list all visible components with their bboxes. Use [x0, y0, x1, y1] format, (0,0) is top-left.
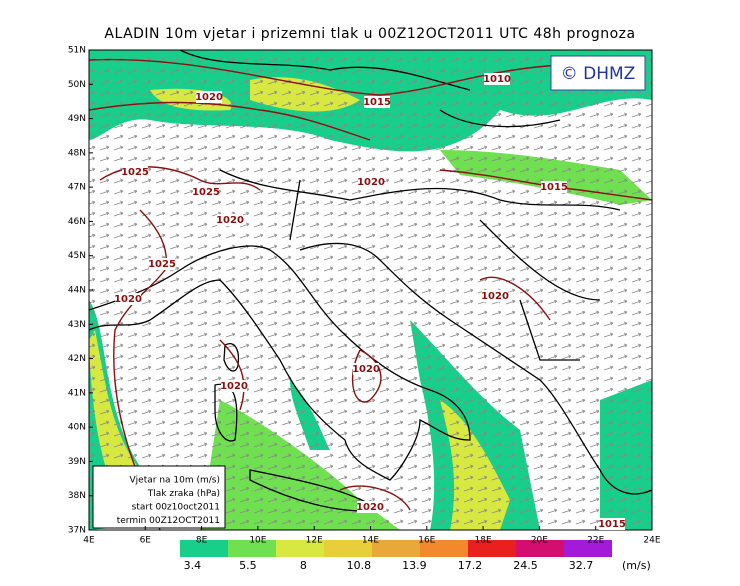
lat-label: 47N: [68, 183, 86, 193]
lon-label: 12E: [306, 536, 323, 546]
isobar-labels: 1010 1015 1020 1020 1015 1025 1025 1020 1025 1020…: [114, 73, 626, 530]
isobar-label-bg: [353, 363, 379, 375]
info-box: [92, 465, 226, 529]
colorbar-swatch: [228, 540, 276, 557]
wind-arrows: [89, 50, 652, 530]
lon-label: 8E: [196, 536, 208, 546]
colorbar-label: 8: [300, 559, 307, 572]
watermark: © DHMZ: [561, 64, 636, 84]
border: [179, 50, 621, 361]
colorbar-label: 13.9: [402, 559, 427, 572]
isobar-label: 1015: [598, 519, 626, 530]
lon-label: 10E: [249, 536, 266, 546]
lat-label: 41N: [68, 388, 86, 398]
colorbar-label: 5.5: [239, 559, 257, 572]
lon-label: 6E: [140, 536, 152, 546]
isobar-label: 1025: [148, 259, 176, 270]
colorbar-label: 24.5: [513, 559, 538, 572]
isobar-label: 1020: [114, 294, 142, 305]
isobar-label-bg: [599, 518, 625, 530]
axis-labels: 51N 50N 49N 48N 47N 46N 45N 44N 43N 42N 41N 40N 39N 3…: [68, 46, 661, 546]
coastline: [89, 245, 471, 481]
isobar-label-bg: [122, 166, 148, 178]
title: ALADIN 10m vjetar i prizemni tlak u 00Z1…: [104, 26, 635, 42]
lon-label: 24E: [643, 536, 660, 546]
lat-label: 42N: [68, 354, 86, 364]
lon-label: 22E: [587, 536, 604, 546]
lat-label: 49N: [68, 114, 86, 124]
lat-label: 48N: [68, 148, 86, 158]
isobar-label-bg: [115, 293, 141, 305]
info-line: start 00z10oct2011: [132, 503, 220, 513]
isobar-label: 1025: [121, 167, 149, 178]
colorbar-swatch: [276, 540, 324, 557]
colorbar-swatch: [468, 540, 516, 557]
info-line: Tlak zraka (hPa): [147, 489, 220, 499]
lat-label: 37N: [68, 526, 86, 536]
lat-label: 51N: [68, 46, 86, 56]
colorbar-label: 17.2: [458, 559, 483, 572]
isobar-label-bg: [149, 258, 175, 270]
isobar-label: 1020: [216, 215, 244, 226]
isobar-label: 1020: [195, 92, 223, 103]
lat-label: 46N: [68, 217, 86, 227]
lat-label: 45N: [68, 251, 86, 261]
info-line: termin 00Z12OCT2011: [117, 516, 220, 526]
info-line: Vjetar na 10m (m/s): [130, 476, 220, 486]
colorbar-swatch: [420, 540, 468, 557]
colorbar-swatch: [324, 540, 372, 557]
colorbar-label: 10.8: [347, 559, 372, 572]
lat-label: 39N: [68, 457, 86, 467]
isobar-label-bg: [482, 290, 508, 302]
colorbar-swatch: [516, 540, 564, 557]
colorbar: 3.4 5.5 8 10.8 13.9 17.2 24.5 32.7 (m/s): [180, 540, 651, 572]
isobar-label: 1020: [481, 291, 509, 302]
isobar-label: 1015: [363, 97, 391, 108]
isobar-label-bg: [193, 186, 219, 198]
isobar-label-bg: [484, 73, 510, 85]
colorbar-swatch: [372, 540, 420, 557]
map-area: [89, 50, 652, 530]
lat-label: 40N: [68, 423, 86, 433]
coastline: [299, 242, 652, 495]
colorbar-label: 32.7: [569, 559, 594, 572]
isobar: [89, 58, 652, 530]
isobar-label: 1020: [352, 364, 380, 375]
isobar-label-bg: [357, 501, 383, 513]
isobar-label-bg: [358, 176, 384, 188]
lon-label: 16E: [418, 536, 435, 546]
colorbar-unit: (m/s): [622, 559, 651, 572]
isobar-label-bg: [541, 181, 567, 193]
colorbar-label: 3.4: [184, 559, 202, 572]
isobar-label: 1020: [356, 502, 384, 513]
info-lines: Vjetar na 10m (m/s) Tlak zraka (hPa) start…: [117, 476, 220, 527]
isobar-label: 1010: [483, 74, 511, 85]
colorbar-swatch: [564, 540, 612, 557]
isobar-label-bg: [217, 214, 243, 226]
isobar-label: 1015: [540, 182, 568, 193]
isobar-label: 1020: [220, 381, 248, 392]
isobar-label-bg: [196, 91, 222, 103]
lon-label: 14E: [362, 536, 379, 546]
watermark-box: [550, 55, 646, 91]
lon-label: 4E: [83, 536, 95, 546]
lon-label: 20E: [531, 536, 548, 546]
colorbar-swatch: [180, 540, 228, 557]
isobar-label-bg: [364, 96, 390, 108]
lat-label: 38N: [68, 491, 86, 501]
lat-label: 50N: [68, 80, 86, 90]
lon-label: 18E: [475, 536, 492, 546]
lat-label: 44N: [68, 286, 86, 296]
isobar-label: 1020: [357, 177, 385, 188]
isobar-label-bg: [221, 380, 247, 392]
lat-label: 43N: [68, 320, 86, 330]
isobar-label: 1025: [192, 187, 220, 198]
